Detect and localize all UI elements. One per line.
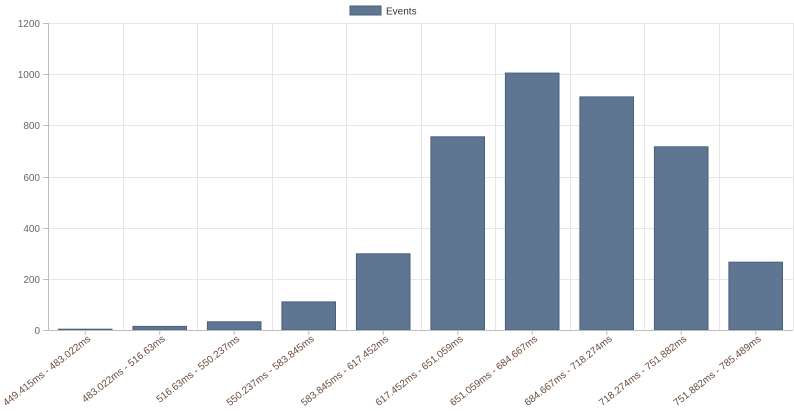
bar-5[interactable] [355,253,411,331]
y-tick-label: 1000 [18,70,41,81]
legend[interactable]: Events [349,5,417,18]
legend-label[interactable]: Events [386,7,417,18]
y-tick-label: 400 [23,224,40,235]
bar-7[interactable] [504,72,560,331]
bar-1[interactable] [57,328,113,331]
y-tick-label: 1200 [18,19,41,30]
x-tick-label: 483.022ms - 516.63ms [80,334,167,406]
x-tick-label: 449.415ms - 483.022ms [1,334,93,409]
bar-3[interactable] [206,321,262,331]
axes [48,23,793,331]
grid-lines [48,23,794,330]
y-tick-label: 600 [23,173,40,184]
bar-2[interactable] [132,325,187,331]
bar-8[interactable] [579,96,635,331]
x-tick-label: 516.63ms - 550.237ms [155,334,242,406]
y-tick-label: 0 [34,326,40,337]
y-tick-label: 200 [23,275,40,286]
bar-4[interactable] [281,301,336,331]
bar-6[interactable] [430,136,485,331]
bars [57,72,784,331]
y-tick-label: 800 [23,121,40,132]
bar-9[interactable] [653,146,709,331]
bar-10[interactable] [728,261,784,331]
legend-swatch[interactable] [349,5,382,16]
y-axis-ticks: 0 200 400 600 800 1000 1200 [18,19,48,337]
